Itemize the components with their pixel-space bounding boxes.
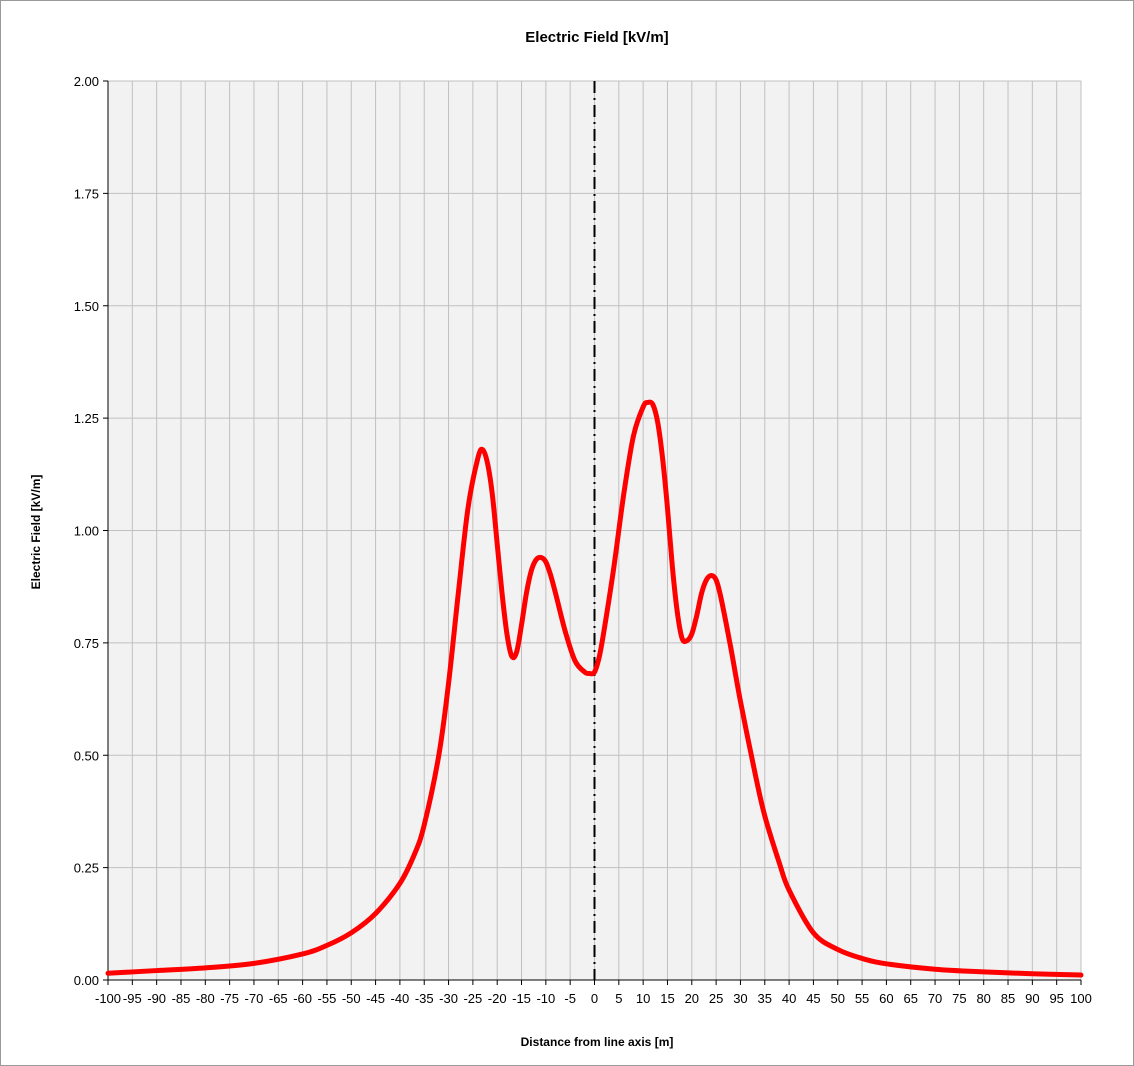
y-tick-label: 0.00 (74, 973, 99, 988)
x-tick-label: 80 (976, 991, 990, 1006)
x-tick-label: -90 (147, 991, 166, 1006)
x-tick-label: -25 (463, 991, 482, 1006)
x-tick-label: 90 (1025, 991, 1039, 1006)
chart-title: Electric Field [kV/m] (525, 29, 668, 46)
electric-field-series-line (105, 399, 1084, 978)
x-tick-label: 30 (733, 991, 747, 1006)
y-tick-label: 2.00 (74, 74, 99, 89)
x-tick-label: -20 (488, 991, 507, 1006)
x-tick-label: 100 (1070, 991, 1092, 1006)
x-tick-label: -65 (269, 991, 288, 1006)
x-tick-label: 45 (806, 991, 820, 1006)
x-tick-label: -75 (220, 991, 239, 1006)
x-tick-label: -70 (245, 991, 264, 1006)
x-tick-label: 95 (1049, 991, 1063, 1006)
x-tick-label: -35 (415, 991, 434, 1006)
x-tick-label: -15 (512, 991, 531, 1006)
y-tick-label: 0.75 (74, 636, 99, 651)
x-tick-label: -60 (293, 991, 312, 1006)
x-tick-label: -30 (439, 991, 458, 1006)
y-tick-label: 0.25 (74, 861, 99, 876)
x-tick-label: 50 (831, 991, 845, 1006)
x-tick-label: 75 (952, 991, 966, 1006)
x-tick-label: 20 (685, 991, 699, 1006)
x-tick-label: -50 (342, 991, 361, 1006)
x-tick-label: -10 (536, 991, 555, 1006)
x-tick-label: 60 (879, 991, 893, 1006)
x-tick-label: -100 (95, 991, 121, 1006)
x-tick-label: -40 (391, 991, 410, 1006)
x-tick-label: -80 (196, 991, 215, 1006)
x-tick-label: 35 (758, 991, 772, 1006)
y-axis-title: Electric Field [kV/m] (29, 475, 43, 590)
x-tick-label: 40 (782, 991, 796, 1006)
x-tick-label: -55 (318, 991, 337, 1006)
x-tick-label: -5 (564, 991, 576, 1006)
y-tick-label: 0.50 (74, 748, 99, 763)
x-tick-label: 70 (928, 991, 942, 1006)
x-tick-label: -85 (172, 991, 191, 1006)
x-tick-label: -45 (366, 991, 385, 1006)
x-tick-label: 25 (709, 991, 723, 1006)
x-tick-label: 15 (660, 991, 674, 1006)
x-tick-label: 0 (591, 991, 598, 1006)
x-tick-label: 55 (855, 991, 869, 1006)
x-tick-label: -95 (123, 991, 142, 1006)
x-tick-label: 85 (1001, 991, 1015, 1006)
x-tick-label: 5 (615, 991, 622, 1006)
x-tick-label: 65 (903, 991, 917, 1006)
x-axis-title: Distance from line axis [m] (521, 1035, 674, 1049)
y-tick-label: 1.25 (74, 411, 99, 426)
x-tick-label: 10 (636, 991, 650, 1006)
plot-area: -100 -95 -90 -85 -80 -75 -70 -65 -60 -55 -50 -45 -40… (74, 74, 1092, 1006)
y-tick-label: 1.50 (74, 299, 99, 314)
y-tick-label: 1.75 (74, 186, 99, 201)
y-tick-label: 1.00 (74, 524, 99, 539)
